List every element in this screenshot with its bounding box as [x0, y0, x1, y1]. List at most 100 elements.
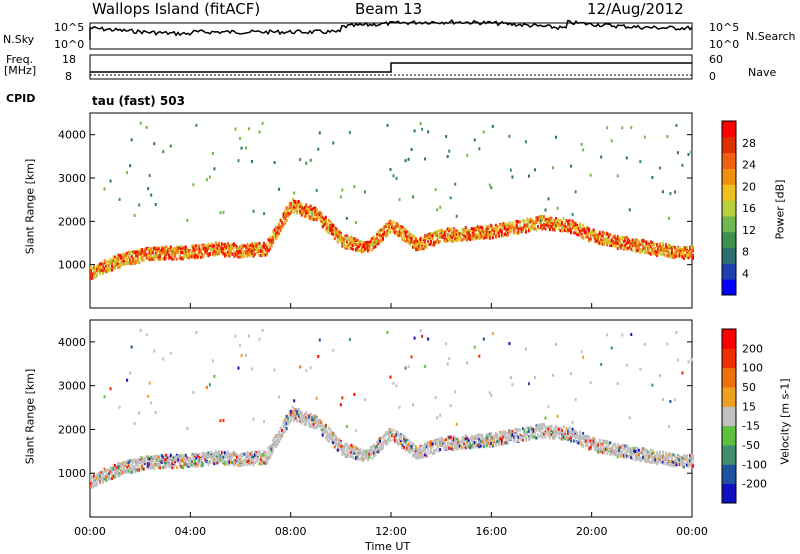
velocity-echo-cell [96, 476, 99, 480]
velocity-echo-cell [338, 438, 341, 442]
power-echo-cell [356, 247, 359, 251]
power-echo-cell [625, 246, 628, 250]
velocity-echo-cell [263, 450, 266, 454]
power-echo-cell [240, 245, 243, 249]
power-echo-cell [261, 121, 264, 125]
power-echo-cell [496, 227, 499, 231]
power-echo-cell [234, 245, 237, 249]
velocity-echo-cell [281, 428, 284, 432]
velocity-echo-cell [285, 414, 288, 418]
power-echo-cell [407, 157, 410, 161]
power-echo-cell [201, 243, 204, 247]
velocity-echo-cell [630, 447, 633, 451]
velocity-echo-cell [333, 434, 336, 438]
power-echo-cell [296, 204, 299, 208]
power-echo-cell [539, 223, 542, 227]
power-echo-cell [520, 227, 523, 231]
velocity-echo-cell [415, 456, 418, 460]
velocity-echo-cell [622, 454, 625, 458]
velocity-echo-cell [342, 444, 345, 448]
power-echo-cell [580, 142, 583, 146]
power-echo-cell [195, 256, 198, 260]
power-echo-cell [166, 251, 169, 255]
power-echo-cell [193, 256, 196, 260]
power-echo-cell [570, 222, 573, 226]
velocity-echo-cell [186, 426, 189, 430]
power-echo-cell [357, 249, 360, 253]
power-echo-cell [150, 257, 153, 261]
power-echo-cell [354, 237, 357, 241]
velocity-echo-cell [97, 472, 100, 476]
velocity-echo-cell [532, 435, 535, 439]
power-echo-cell [150, 254, 153, 258]
power-echo-cell [270, 243, 273, 247]
power-echo-cell [251, 160, 254, 164]
velocity-echo-cell [585, 434, 588, 438]
velocity-echo-cell [679, 457, 682, 461]
velocity-echo-cell [154, 460, 157, 464]
power-echo-cell [618, 236, 621, 240]
velocity-echo-cell [386, 432, 389, 436]
velocity-echo-cell [506, 432, 509, 436]
velocity-echo-cell [443, 439, 446, 443]
velocity-echo-cell [562, 432, 565, 436]
power-echo-cell [377, 232, 380, 236]
power-echo-cell [479, 225, 482, 229]
velocity-echo-cell [356, 457, 359, 461]
power-echo-cell [573, 231, 576, 235]
power-echo-cell [156, 254, 159, 258]
velocity-echo-cell [570, 372, 573, 376]
power-echo-cell [360, 246, 363, 250]
velocity-echo-cell [381, 435, 384, 439]
power-echo-cell [564, 224, 567, 228]
velocity-echo-cell [138, 411, 141, 415]
power-echo-cell [114, 259, 117, 263]
power-echo-cell [577, 233, 580, 237]
power-echo-cell [118, 255, 121, 259]
power-echo-cell [169, 245, 172, 249]
power-echo-cell [190, 244, 193, 248]
power-echo-cell [500, 223, 503, 227]
velocity-echo-cell [475, 441, 478, 445]
power-echo-cell [567, 229, 570, 233]
power-echo-cell [521, 227, 524, 231]
velocity-echo-cell [643, 342, 646, 346]
velocity-echo-cell [491, 441, 494, 445]
velocity-echo-cell [567, 430, 570, 434]
velocity-echo-cell [336, 444, 339, 448]
power-echo-cell [118, 258, 121, 262]
power-echo-cell [234, 250, 237, 254]
velocity-echo-cell [425, 454, 428, 458]
power-echo-cell [550, 216, 553, 220]
velocity-echo-cell [150, 455, 153, 459]
power-echo-cell [639, 248, 642, 252]
power-echo-cell [165, 245, 168, 249]
velocity-echo-cell [550, 424, 553, 428]
power-echo-cell [565, 225, 568, 229]
power-echo-cell [467, 230, 470, 234]
velocity-echo-cell [305, 418, 308, 422]
velocity-echo-cell [378, 439, 381, 443]
velocity-echo-cell [251, 458, 254, 462]
velocity-echo-cell [425, 452, 428, 456]
power-echo-cell [223, 254, 226, 258]
velocity-echo-cell [466, 436, 469, 440]
power-echo-cell [595, 239, 598, 243]
velocity-echo-cell [308, 414, 311, 418]
velocity-echo-cell [255, 452, 258, 456]
velocity-echo-cell [229, 453, 232, 457]
velocity-echo-cell [499, 432, 502, 436]
power-echo-cell [282, 217, 285, 221]
velocity-echo-cell [521, 436, 524, 440]
power-echo-cell [675, 250, 678, 254]
power-echo-cell [372, 245, 375, 249]
velocity-echo-cell [339, 448, 342, 452]
power-echo-cell [655, 249, 658, 253]
power-echo-cell [458, 232, 461, 236]
velocity-echo-cell [171, 456, 174, 460]
power-echo-cell [612, 240, 615, 244]
power-echo-cell [582, 227, 585, 231]
power-echo-cell [222, 251, 225, 255]
velocity-echo-cell [455, 422, 458, 426]
power-echo-cell [475, 226, 478, 230]
